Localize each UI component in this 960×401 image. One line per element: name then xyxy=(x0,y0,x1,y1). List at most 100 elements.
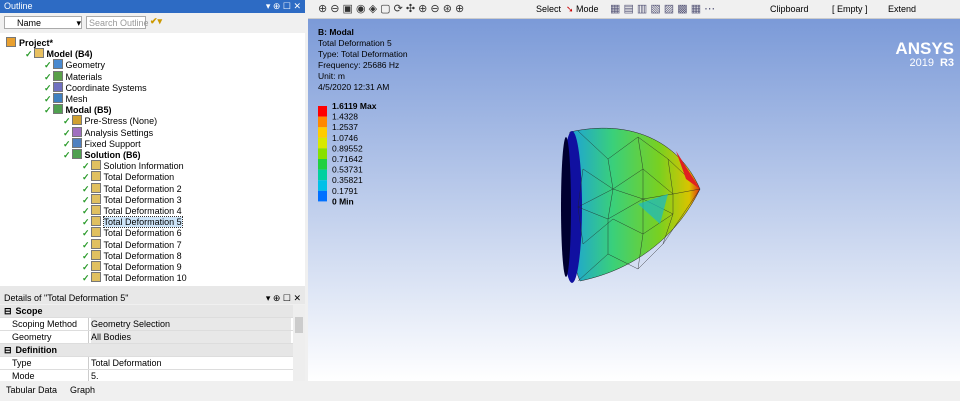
group-name: Definition xyxy=(15,345,58,355)
check-icon: ✓ xyxy=(44,82,52,93)
tree-item[interactable]: ✓ Geometry xyxy=(44,59,105,70)
item-label: Modal (B5) xyxy=(65,105,112,116)
item-icon xyxy=(90,238,101,249)
tree-item[interactable]: ✓ Total Deformation 4 xyxy=(82,205,182,216)
tree-item[interactable]: ✓ Modal (B5) xyxy=(44,104,112,115)
tree-item[interactable]: ✓ Total Deformation 6 xyxy=(82,227,182,238)
tree-item[interactable]: ✓ Total Deformation xyxy=(82,171,174,182)
tree-item[interactable]: ✓ Analysis Settings xyxy=(63,126,153,138)
check-icon: ✓ xyxy=(44,105,52,116)
logo-version: 2019 xyxy=(910,57,934,69)
tree-item[interactable]: ✓ Pre-Stress (None) xyxy=(63,115,157,126)
tree-item[interactable]: ✓ Fixed Support xyxy=(63,137,141,149)
mode-button[interactable]: Mode xyxy=(576,4,599,14)
bottom-tabs: Tabular Data Graph xyxy=(0,381,960,401)
check-icon: ✓ xyxy=(82,250,90,261)
legend-swatch xyxy=(318,159,327,170)
info-line: Frequency: 25686 Hz xyxy=(318,60,399,70)
details-title: Details of "Total Deformation 5" xyxy=(4,293,129,303)
panel-controls[interactable]: ▾ ⊕ ☐ ✕ xyxy=(265,1,301,11)
tab[interactable]: Tabular Data xyxy=(6,385,58,395)
info-line: Unit: m xyxy=(318,71,345,81)
item-icon xyxy=(90,205,101,215)
item-icon xyxy=(90,227,101,238)
tree-item[interactable]: ✓ Solution (B6) xyxy=(63,149,141,160)
property-name: Mode xyxy=(12,370,89,382)
check-icon: ✓ xyxy=(44,94,52,104)
item-label: Solution (B6) xyxy=(84,150,141,160)
check-icon: ✓ xyxy=(44,60,52,71)
legend-label: 1.4328 xyxy=(332,112,358,122)
check-icon: ✓ xyxy=(82,206,90,216)
property-value: All Bodies xyxy=(91,331,291,343)
select-icons[interactable]: ▦ ▤ ▥ ▧ ▨ ▩ ▦ ⋯ xyxy=(610,3,716,15)
name-filter[interactable]: Name ▾ xyxy=(4,16,82,29)
item-label: Coordinate Systems xyxy=(65,82,147,93)
info-line: B: Modal xyxy=(318,27,354,37)
property-row[interactable]: Type Total Deformation xyxy=(0,357,293,370)
tree-item[interactable]: Project* xyxy=(6,37,53,48)
property-value: Total Deformation xyxy=(91,358,162,368)
splitter xyxy=(0,286,305,292)
item-icon xyxy=(90,182,101,193)
item-label: Total Deformation xyxy=(103,172,175,183)
check-icon: ✓ xyxy=(63,127,71,138)
tab[interactable]: Graph xyxy=(70,385,96,395)
select-button[interactable]: Select xyxy=(536,4,562,14)
tree-item[interactable]: ✓ Model (B4) xyxy=(25,48,93,59)
tree-item[interactable]: ✓ Total Deformation 9 xyxy=(82,261,182,272)
check-icon: ✓ xyxy=(44,71,52,82)
tree-item[interactable]: ✓ Total Deformation 10 xyxy=(82,272,187,283)
search-box[interactable]: Search Outline xyxy=(86,16,149,29)
check-icon: ✓ xyxy=(63,150,71,160)
legend-swatch xyxy=(318,190,327,202)
legend-swatch xyxy=(318,169,327,181)
item-label: Fixed Support xyxy=(84,138,141,149)
extend-button[interactable]: Extend xyxy=(888,4,917,14)
item-label: Total Deformation 9 xyxy=(103,262,182,272)
expander: ⊟ xyxy=(4,306,12,316)
empty-button[interactable]: [ Empty ] xyxy=(832,4,868,14)
info-line: Type: Total Deformation xyxy=(318,49,408,59)
outline-title: Outline xyxy=(4,1,33,11)
outline-tree: Project* ✓ Model (B4) ✓ Geometry ✓ Materials ✓ C… xyxy=(0,33,305,286)
toolbar-icons[interactable]: ⊕ ⊖ ▣ ◉ ◈ ▢ ⟳ ✣ ⊕ ⊖ ⊛ ⊕ xyxy=(318,3,465,15)
check-icon: ✓ xyxy=(82,161,90,172)
item-icon xyxy=(52,93,63,103)
item-icon xyxy=(71,137,82,148)
legend-label: 1.2537 xyxy=(332,122,358,132)
check-icon: ✓ xyxy=(63,138,71,149)
tree-item[interactable]: ✓ Mesh xyxy=(44,93,88,104)
property-row[interactable]: Scoping Method Geometry Selection xyxy=(0,318,293,331)
item-icon xyxy=(90,272,101,283)
check-icon: ✓ xyxy=(82,273,90,284)
property-value: 5. xyxy=(91,371,99,381)
item-icon xyxy=(6,37,16,47)
item-icon xyxy=(52,81,63,92)
panel-controls[interactable]: ▾ ⊕ ☐ ✕ xyxy=(265,293,301,303)
tree-item[interactable]: ✓ Solution Information xyxy=(82,160,184,171)
item-icon xyxy=(52,59,63,70)
property-row[interactable]: Geometry All Bodies xyxy=(0,331,293,344)
tree-item[interactable]: ✓ Coordinate Systems xyxy=(44,81,147,93)
item-label: Project* xyxy=(19,38,54,48)
property-value: Geometry Selection xyxy=(91,318,291,330)
tree-item[interactable]: ✓ Total Deformation 3 xyxy=(82,193,182,205)
check-icon: ✓ xyxy=(82,228,90,239)
tree-item[interactable]: ✓ Total Deformation 2 xyxy=(82,182,182,194)
scrollbar[interactable] xyxy=(293,305,305,381)
tree-item[interactable]: ✓ Total Deformation 8 xyxy=(82,249,182,261)
item-icon xyxy=(90,171,101,182)
clipboard-button[interactable]: Clipboard xyxy=(770,4,809,14)
legend-label: 0.53731 xyxy=(332,165,363,175)
tree-item[interactable]: ✓ Total Deformation 7 xyxy=(82,238,182,250)
graphics-viewport: B: Modal Total Deformation 5 Type: Total… xyxy=(308,19,960,381)
check-icon: ✓ xyxy=(82,183,90,194)
group-row[interactable]: ⊟ Definition xyxy=(0,344,293,357)
tree-item[interactable]: ✓ Materials xyxy=(44,70,102,82)
item-icon xyxy=(90,216,101,227)
group-row[interactable]: ⊟ Scope xyxy=(0,305,293,318)
tree-item[interactable]: ✓ Total Deformation 5 xyxy=(82,216,183,229)
filter-button[interactable]: ✔▾ xyxy=(150,16,163,26)
item-label: Total Deformation 2 xyxy=(103,183,182,194)
